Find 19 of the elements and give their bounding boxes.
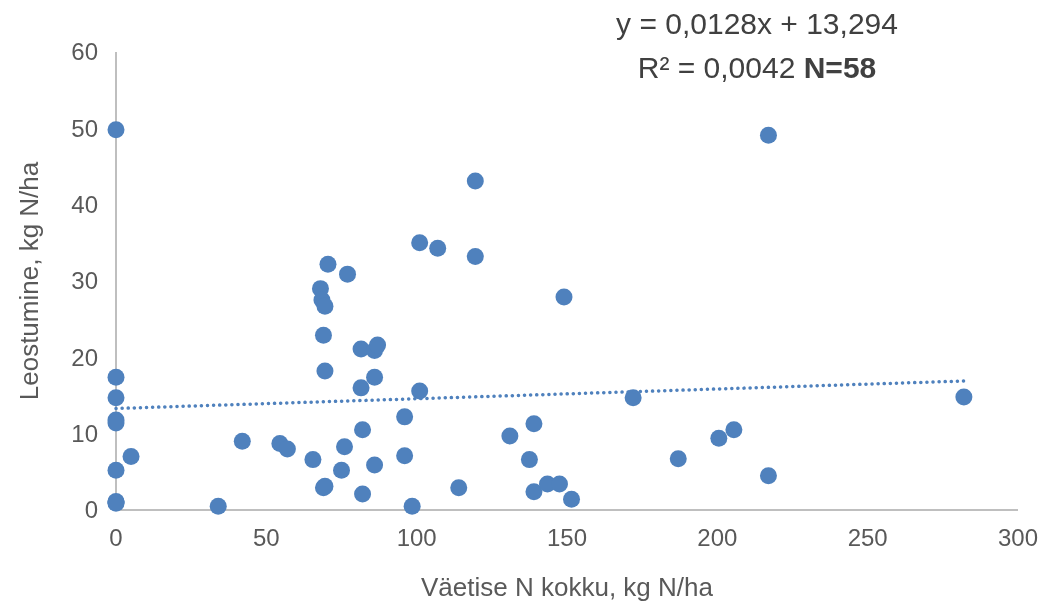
x-tick-label: 50 [252,524,280,551]
x-tick-label: 250 [847,524,888,551]
y-axis-title: Leostumine, kg N/ha [14,161,44,401]
x-tick-label: 0 [109,524,123,551]
y-tick-label: 20 [71,343,98,371]
x-tick-label: 150 [546,524,588,551]
annotation: N=58 [795,51,877,84]
y-tick-label: 40 [71,191,98,219]
x-tick-label: 300 [997,524,1039,551]
text: y = 0,0128x + 13,294 [616,7,898,40]
y-tick-label: 0 [84,496,98,524]
y-tick-label: 50 [71,114,98,142]
y-tick-label: 10 [71,420,98,448]
y-tick-label: 60 [71,38,98,66]
x-tick-label: 100 [396,524,437,551]
x-axis-title: Väetise N kokku, kg N/ha [421,572,714,602]
y-tick-label: 30 [71,267,98,295]
annotation: R² = 0,0042 [637,51,796,84]
x-tick-label: 200 [697,524,738,551]
